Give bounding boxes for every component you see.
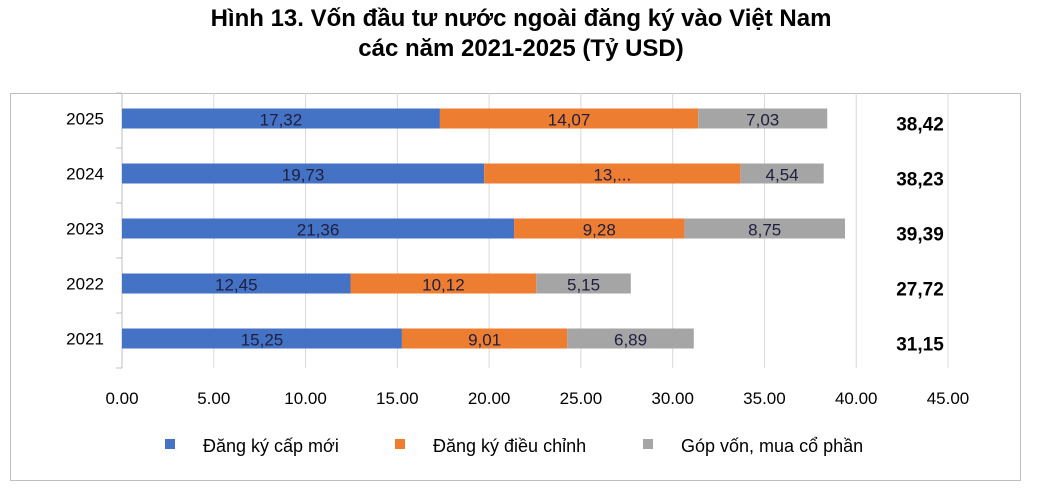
y-tick-label: 2022 [66,275,104,294]
data-label: 4,54 [766,166,799,185]
title-line-2: các năm 2021-2025 (Tỷ USD) [358,35,684,62]
bar-segment [122,108,440,129]
bar-segment [698,108,828,129]
data-label: 9,01 [468,331,501,350]
x-tick-label: 10.00 [284,389,327,408]
x-tick-label: 30.00 [651,389,694,408]
chart-frame [10,93,1021,481]
data-label: 13,... [593,166,631,185]
bar-segment [350,273,537,294]
total-label: 31,15 [896,335,944,356]
x-tick-label: 35.00 [743,389,786,408]
data-label: 7,03 [746,111,779,130]
legend-swatch [395,439,405,449]
x-tick-label: 15.00 [376,389,419,408]
bar-segment [439,108,699,129]
bar-segment [122,218,515,239]
legend-swatch [165,439,175,449]
data-label: 6,89 [614,331,647,350]
x-tick-label: 20.00 [468,389,511,408]
x-tick-label: 45.00 [927,389,970,408]
legend-swatch [643,439,653,449]
data-label: 15,25 [241,331,284,350]
y-tick-label: 2023 [66,220,104,239]
bar-segment [122,328,402,349]
bar-segment [401,328,568,349]
data-label: 5,15 [567,276,600,295]
bar-segment [122,273,351,294]
bar-segment [684,218,846,239]
data-label: 8,75 [748,221,781,240]
y-tick-label: 2025 [66,110,104,129]
bar-segment [536,273,631,294]
bar-segment [567,328,694,349]
title-line-1: Hình 13. Vốn đầu tư nước ngoài đăng ký v… [210,5,832,32]
x-tick-label: 25.00 [560,389,603,408]
bar-segment [122,163,485,184]
x-tick-label: 0.00 [105,389,138,408]
x-tick-label: 5.00 [197,389,230,408]
data-label: 17,32 [260,111,303,130]
legend-label: Góp vốn, mua cổ phần [681,436,863,456]
bar-segment [484,163,741,184]
bar-segment [514,218,685,239]
data-label: 12,45 [215,276,258,295]
total-label: 27,72 [896,280,944,301]
y-tick-label: 2024 [66,165,104,184]
data-label: 21,36 [297,221,340,240]
total-label: 38,42 [896,115,944,136]
x-tick-label: 40.00 [835,389,878,408]
legend-label: Đăng ký điều chỉnh [433,436,586,456]
y-tick-label: 2021 [66,330,104,349]
bar-segment [740,163,824,184]
legend-label: Đăng ký cấp mới [203,436,339,456]
data-label: 14,07 [548,111,591,130]
total-label: 38,23 [896,170,944,191]
data-label: 19,73 [282,166,325,185]
chart-title: Hình 13. Vốn đầu tư nước ngoài đăng ký v… [0,4,1042,64]
data-label: 10,12 [422,276,465,295]
data-label: 9,28 [583,221,616,240]
total-label: 39,39 [896,225,944,246]
